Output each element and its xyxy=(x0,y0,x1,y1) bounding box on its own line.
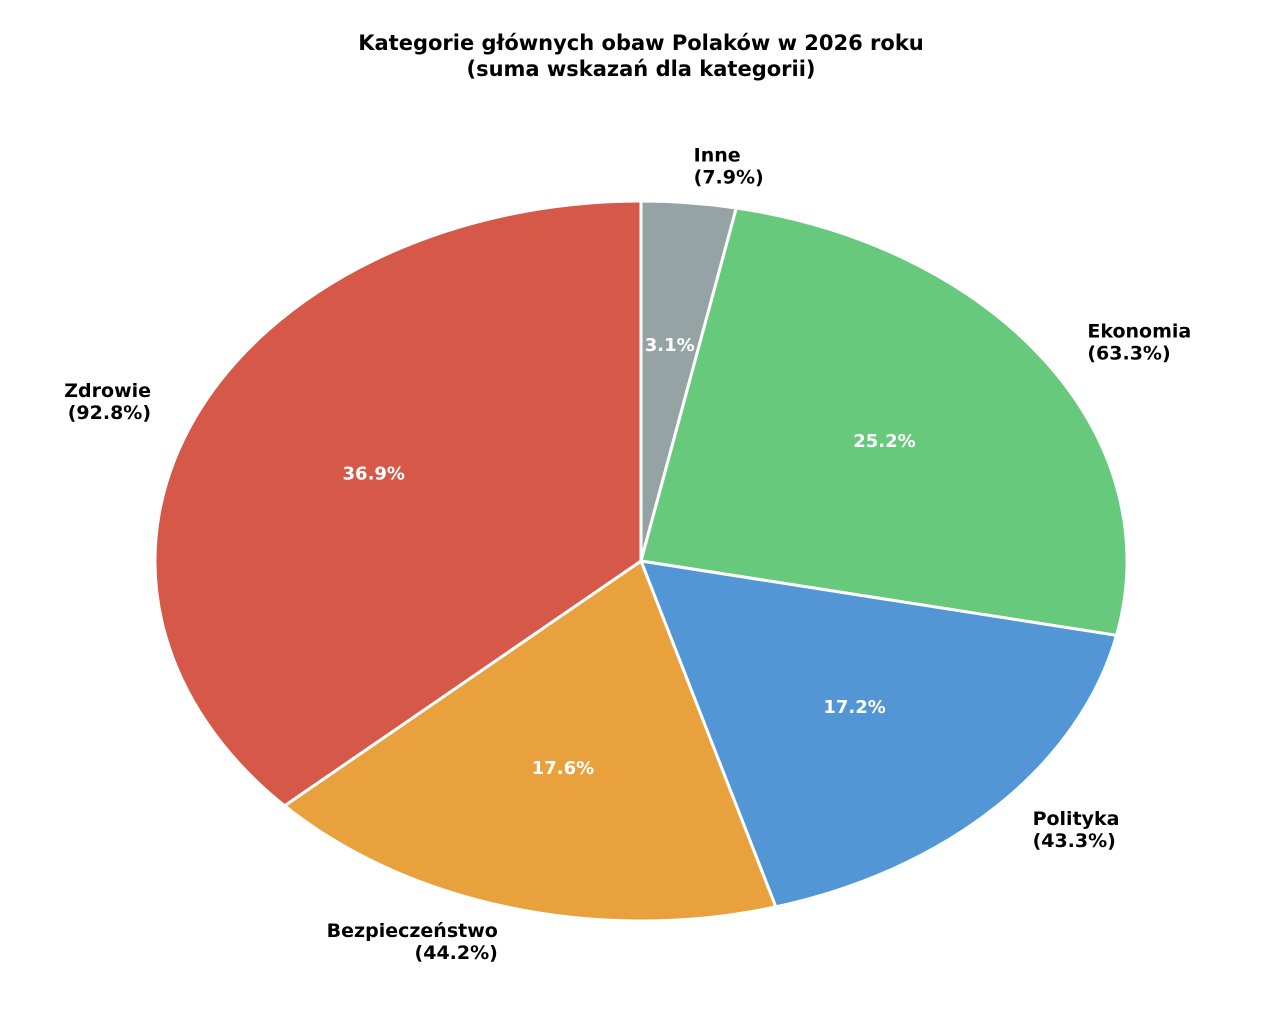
slice-value-label: (7.9%) xyxy=(694,166,764,188)
share-label: 17.2% xyxy=(823,697,885,718)
share-label: 17.6% xyxy=(532,758,594,779)
slice-value-label: (44.2%) xyxy=(415,942,498,964)
slice-label: Ekonomia xyxy=(1087,321,1191,343)
pie-slice xyxy=(282,558,778,923)
pie-slice xyxy=(153,199,643,808)
slice-label: Zdrowie xyxy=(64,380,151,402)
slice-value-label: (43.3%) xyxy=(1033,830,1116,852)
slice-value-label: (92.8%) xyxy=(68,402,151,424)
slice-label: Polityka xyxy=(1033,808,1120,830)
chart-subtitle: (suma wskazań dla kategorii) xyxy=(466,57,815,81)
pie-slice xyxy=(638,559,1119,909)
slice-value-label: (63.3%) xyxy=(1087,343,1170,365)
pie-slice xyxy=(639,206,1129,638)
share-label: 25.2% xyxy=(853,431,915,452)
slice-label: Inne xyxy=(694,144,741,166)
share-label: 36.9% xyxy=(343,464,405,485)
slice-label: Bezpieczeństwo xyxy=(327,920,498,942)
chart-title: Kategorie głównych obaw Polaków w 2026 r… xyxy=(358,31,924,55)
share-label: 3.1% xyxy=(645,335,695,356)
